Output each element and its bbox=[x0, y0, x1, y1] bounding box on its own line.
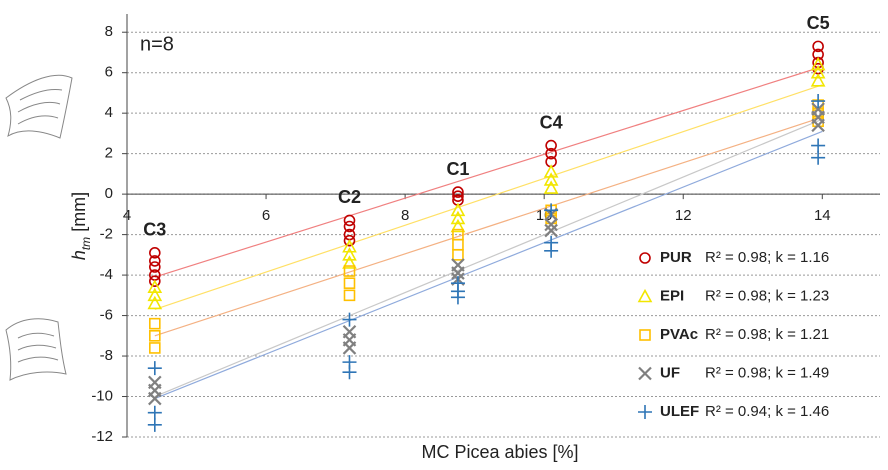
point bbox=[342, 313, 356, 327]
point bbox=[342, 365, 356, 379]
group-label: C3 bbox=[143, 220, 166, 240]
y-tick-label: -8 bbox=[100, 347, 113, 364]
point bbox=[343, 342, 355, 354]
legend-marker bbox=[640, 330, 650, 340]
annotation: n=8 bbox=[140, 33, 174, 55]
y-axis-title-main: h bbox=[69, 250, 89, 260]
x-tick-label: 8 bbox=[401, 207, 409, 224]
legend-stats: R² = 0.94; k = 1.46 bbox=[705, 403, 829, 420]
x-tick-label: 14 bbox=[814, 207, 831, 224]
legend-stats: R² = 0.98; k = 1.16 bbox=[705, 249, 829, 266]
point bbox=[811, 139, 825, 153]
point bbox=[453, 240, 463, 250]
y-tick-label: -2 bbox=[100, 226, 113, 243]
y-tick-label: 4 bbox=[105, 104, 113, 121]
legend-label: ULEF bbox=[660, 403, 699, 420]
point bbox=[148, 361, 162, 375]
point bbox=[344, 290, 354, 300]
legend-marker bbox=[639, 291, 651, 302]
legend-label: EPI bbox=[660, 287, 684, 304]
legend-label: UF bbox=[660, 364, 680, 381]
group-label: C5 bbox=[807, 13, 830, 33]
point bbox=[150, 343, 160, 353]
point bbox=[812, 75, 824, 86]
wood-icon-minus bbox=[6, 319, 66, 380]
group-label: C4 bbox=[540, 112, 563, 132]
point bbox=[344, 278, 354, 288]
y-tick-label: -6 bbox=[100, 307, 113, 324]
y-tick-label: 0 bbox=[105, 185, 113, 202]
legend-marker bbox=[640, 253, 650, 263]
x-axis-title: MC Picea abies [%] bbox=[421, 442, 578, 462]
point bbox=[148, 406, 162, 420]
x-tick-label: 12 bbox=[675, 207, 692, 224]
point bbox=[148, 418, 162, 432]
x-tick-label: 6 bbox=[262, 207, 270, 224]
legend-marker bbox=[638, 405, 652, 419]
y-tick-label: -12 bbox=[91, 428, 113, 445]
group-label: C2 bbox=[338, 187, 361, 207]
point bbox=[811, 151, 825, 165]
point bbox=[149, 297, 161, 308]
y-tick-label: -4 bbox=[100, 266, 113, 283]
legend-stats: R² = 0.98; k = 1.49 bbox=[705, 364, 829, 381]
point bbox=[149, 393, 161, 405]
legend-stats: R² = 0.98; k = 1.23 bbox=[705, 287, 829, 304]
point bbox=[544, 244, 558, 258]
legend-stats: R² = 0.98; k = 1.21 bbox=[705, 326, 829, 343]
point bbox=[150, 319, 160, 329]
y-axis-title: htm [mm] bbox=[69, 192, 93, 260]
chart: n=8 MC Picea abies [%] htm [mm] -12 -10 -8… bbox=[0, 0, 888, 465]
legend-marker bbox=[639, 368, 651, 380]
y-tick-label: 2 bbox=[105, 145, 113, 162]
point bbox=[545, 182, 557, 193]
point bbox=[451, 290, 465, 304]
group-label: C1 bbox=[446, 159, 469, 179]
page: {"chart_data": {"type": "scatter", "xlab… bbox=[0, 0, 888, 470]
y-axis-title-unit: [mm] bbox=[69, 192, 89, 237]
y-tick-label: 8 bbox=[105, 23, 113, 40]
y-tick-label: -10 bbox=[91, 387, 113, 404]
wood-icon-plus bbox=[6, 75, 72, 138]
trend-line bbox=[155, 85, 822, 310]
y-axis-title-sub: tm bbox=[79, 237, 93, 250]
point bbox=[453, 250, 463, 260]
legend-label: PVAc bbox=[660, 326, 698, 343]
y-tick-label: 6 bbox=[105, 64, 113, 81]
legend-label: PUR bbox=[660, 249, 692, 266]
